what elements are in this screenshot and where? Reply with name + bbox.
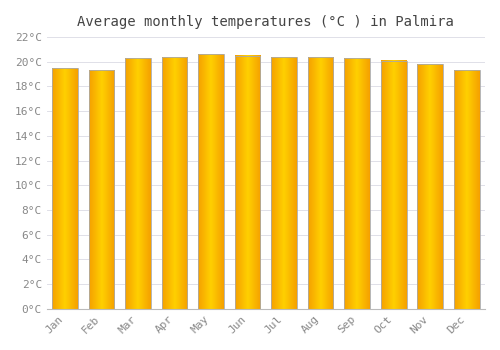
Bar xyxy=(126,58,151,309)
Bar xyxy=(272,57,297,309)
Bar xyxy=(52,68,78,309)
Bar xyxy=(381,61,406,309)
Bar xyxy=(418,64,443,309)
Bar xyxy=(308,57,334,309)
Bar xyxy=(89,70,114,309)
Bar xyxy=(235,56,260,309)
Bar xyxy=(198,54,224,309)
Bar xyxy=(454,70,479,309)
Title: Average monthly temperatures (°C ) in Palmira: Average monthly temperatures (°C ) in Pa… xyxy=(78,15,454,29)
Bar xyxy=(162,57,188,309)
Bar xyxy=(344,58,370,309)
